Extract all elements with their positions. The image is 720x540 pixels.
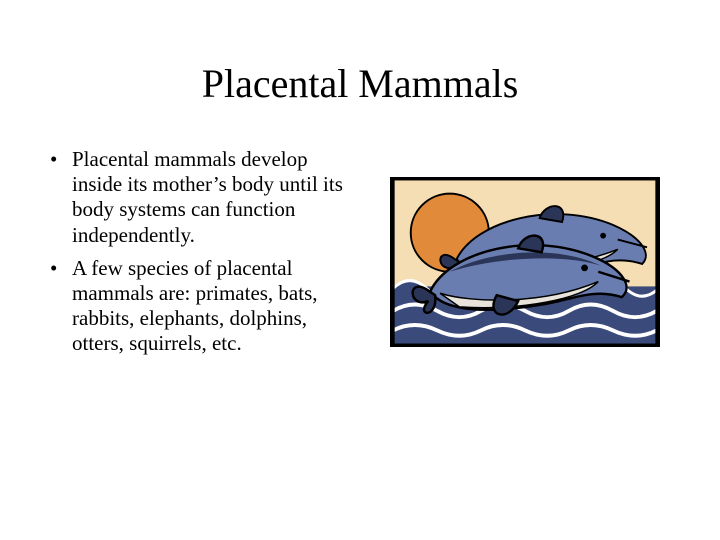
bullet-item: Placental mammals develop inside its mot… [50,147,360,248]
body-area: Placental mammals develop inside its mot… [50,147,670,365]
dolphins-clipart [390,177,660,347]
slide: Placental Mammals Placental mammals deve… [0,0,720,540]
bullet-list: Placental mammals develop inside its mot… [50,147,360,365]
image-container [360,147,670,347]
bullet-item: A few species of placental mammals are: … [50,256,360,357]
slide-title: Placental Mammals [50,60,670,107]
